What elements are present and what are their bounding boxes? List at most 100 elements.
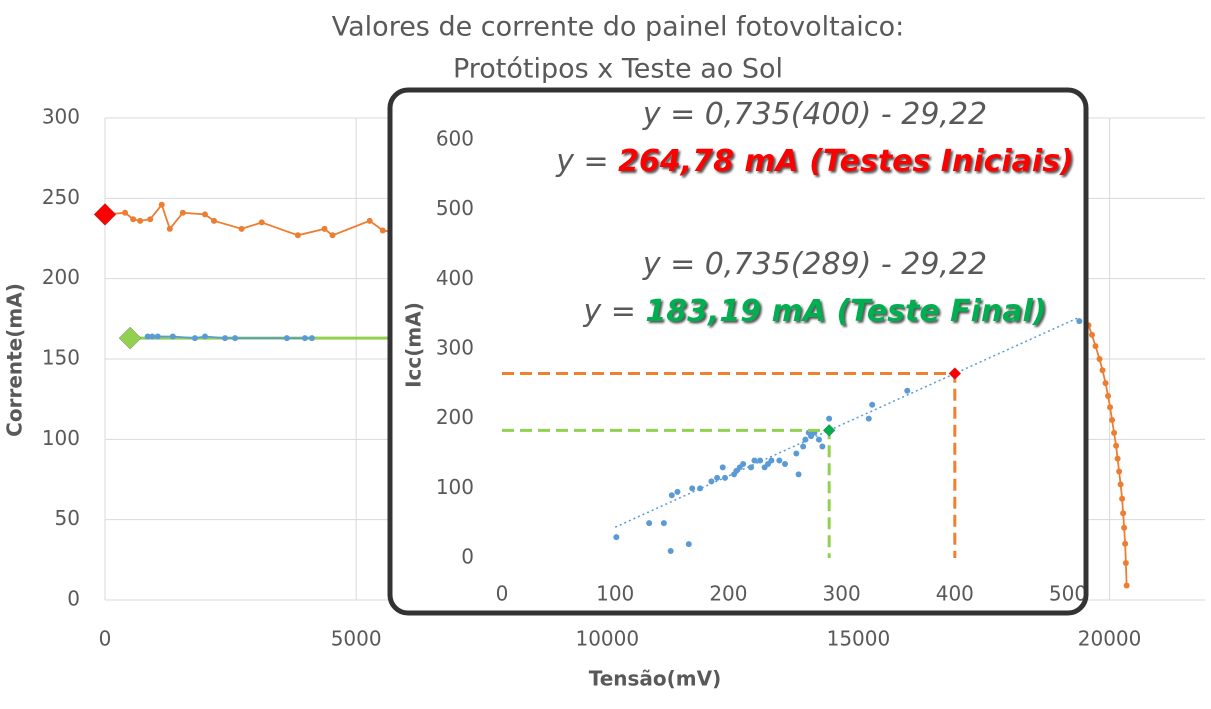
point	[158, 201, 165, 208]
point	[613, 534, 620, 541]
point	[1105, 392, 1112, 399]
y-tick-label: 100	[42, 426, 80, 450]
point	[674, 488, 681, 495]
y-tick-label: 0	[67, 587, 80, 611]
x-tick-label: 5000	[331, 627, 382, 651]
point	[795, 471, 802, 478]
y-axis-title: Icc(mA)	[402, 302, 426, 388]
inset-frame	[387, 87, 1089, 616]
point	[122, 209, 129, 216]
point	[865, 415, 872, 422]
point	[1102, 380, 1109, 387]
point	[1088, 331, 1095, 338]
point	[793, 450, 800, 457]
point	[685, 541, 692, 548]
x-tick-label: 300	[823, 582, 861, 606]
point	[668, 492, 675, 499]
point	[169, 333, 176, 340]
point	[904, 387, 911, 394]
chart-title: Valores de corrente do painel fotovoltai…	[332, 12, 905, 43]
annotation: y = 183,19 mA (Teste Final)	[582, 294, 1046, 329]
point	[819, 443, 826, 450]
point	[1111, 429, 1118, 436]
annotation: y = 0,735(289) - 29,22	[642, 247, 987, 282]
y-tick-label: 50	[55, 506, 80, 530]
point	[258, 219, 265, 226]
point	[722, 474, 729, 481]
y-tick-label: 600	[436, 127, 474, 151]
point	[1113, 442, 1120, 449]
y-tick-label: 200	[436, 405, 474, 429]
y-tick-label: 150	[42, 346, 80, 370]
point	[1076, 318, 1083, 325]
point	[1120, 510, 1127, 517]
point	[321, 225, 328, 232]
point	[1114, 455, 1121, 462]
point	[689, 485, 696, 492]
annotation: y = 0,735(400) - 29,22	[642, 97, 987, 132]
point	[154, 333, 161, 340]
x-tick-label: 400	[936, 582, 974, 606]
annotation: y = 264,78 mA (Testes Iniciais)	[555, 144, 1074, 179]
point	[802, 436, 809, 443]
annotation-part: y = 0,735(289) - 29,22	[642, 247, 987, 282]
y-tick-label: 500	[436, 196, 474, 220]
marker	[822, 424, 836, 437]
annotation-part: y =	[582, 294, 645, 329]
x-tick-label: 10000	[575, 627, 639, 651]
point	[379, 227, 386, 234]
marker	[118, 326, 142, 350]
point	[697, 485, 704, 492]
x-axis-title: Tensão(mV)	[589, 667, 722, 691]
point	[366, 217, 373, 224]
point	[1099, 367, 1106, 374]
point	[301, 335, 308, 342]
point	[308, 335, 315, 342]
point	[719, 464, 726, 471]
point	[232, 335, 239, 342]
x-tick-label: 500	[1049, 582, 1087, 606]
marker	[948, 367, 962, 380]
point	[776, 457, 783, 464]
point	[238, 225, 245, 232]
x-tick-label: 20000	[1078, 627, 1142, 651]
point	[815, 436, 822, 443]
point	[768, 457, 775, 464]
point	[751, 457, 758, 464]
point	[166, 225, 173, 232]
y-tick-label: 100	[436, 475, 474, 499]
point	[283, 335, 290, 342]
point	[210, 217, 217, 224]
point	[869, 401, 876, 408]
point	[147, 216, 154, 223]
point	[826, 415, 833, 422]
point	[137, 217, 144, 224]
marker	[93, 203, 117, 226]
point	[660, 520, 667, 527]
point	[748, 464, 755, 471]
point	[179, 209, 186, 216]
point	[800, 443, 807, 450]
inset-chart: Icc(mA) 0 100 200 300 400 500 0 100 200 300 400 500…	[402, 97, 1087, 606]
x-tick-label: 100	[596, 582, 634, 606]
point	[222, 335, 229, 342]
y-axis-title: Corrente(mA)	[3, 283, 27, 437]
y-tick-label: 200	[42, 265, 80, 289]
point	[667, 548, 674, 555]
point	[740, 460, 747, 467]
x-tick-label: 0	[99, 627, 112, 651]
point	[201, 211, 208, 218]
y-tick-label: 400	[436, 266, 474, 290]
annotation-part: y =	[555, 144, 618, 179]
point	[1107, 404, 1114, 411]
point	[1092, 343, 1099, 350]
point	[1119, 495, 1126, 502]
annotation-part: 183,19 mA (Teste Final)	[645, 294, 1046, 329]
y-tick-label: 300	[436, 336, 474, 360]
point	[708, 478, 715, 485]
point	[144, 333, 151, 340]
annotation-part: 264,78 mA (Testes Iniciais)	[618, 144, 1074, 179]
annotation-part: y = 0,735(400) - 29,22	[642, 97, 987, 132]
point	[191, 335, 198, 342]
